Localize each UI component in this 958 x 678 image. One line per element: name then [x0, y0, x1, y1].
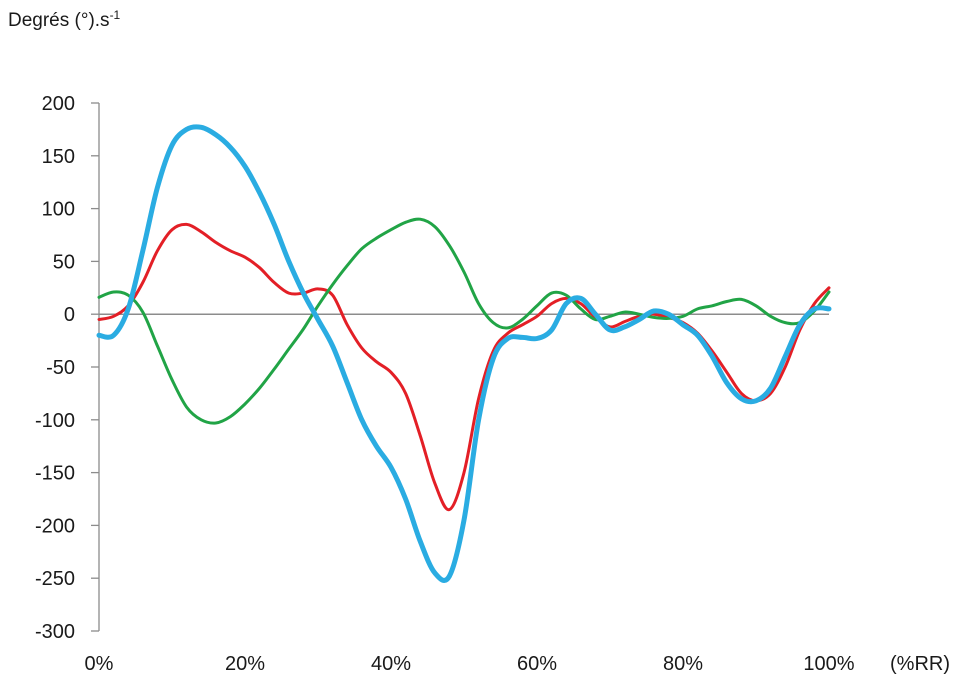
y-axis-title: Degrés (°).s-1 — [8, 8, 121, 31]
series-layer — [96, 124, 832, 583]
x-tick-label: 0% — [85, 653, 114, 675]
x-tick-label: 60% — [517, 653, 557, 675]
y-tick-label: 150 — [42, 146, 75, 168]
series-line-3 — [96, 124, 832, 583]
y-tick-label: -300 — [35, 621, 75, 643]
y-tick-label: -50 — [46, 357, 75, 379]
y-tick-label: -200 — [35, 515, 75, 537]
tick-labels: 200 150 100 50 0 -50 -100 -150 -200 -250 -300 0% 20%… — [35, 93, 950, 675]
y-tick-label: 50 — [53, 251, 75, 273]
x-tick-label: 20% — [225, 653, 265, 675]
y-axis-title-exponent: -1 — [109, 8, 121, 22]
x-tick-label: 100% — [803, 653, 854, 675]
x-tick-label: 80% — [663, 653, 703, 675]
y-tick-label: 0 — [64, 304, 75, 326]
x-tick-label: 40% — [371, 653, 411, 675]
y-tick-label: -150 — [35, 463, 75, 485]
y-tick-label: -100 — [35, 410, 75, 432]
y-tick-label: 200 — [42, 93, 75, 115]
y-tick-label: 100 — [42, 199, 75, 221]
series-line-2 — [97, 217, 831, 425]
x-axis-unit-label: (%RR) — [890, 653, 950, 675]
axes — [91, 102, 829, 632]
y-tick-label: -250 — [35, 568, 75, 590]
